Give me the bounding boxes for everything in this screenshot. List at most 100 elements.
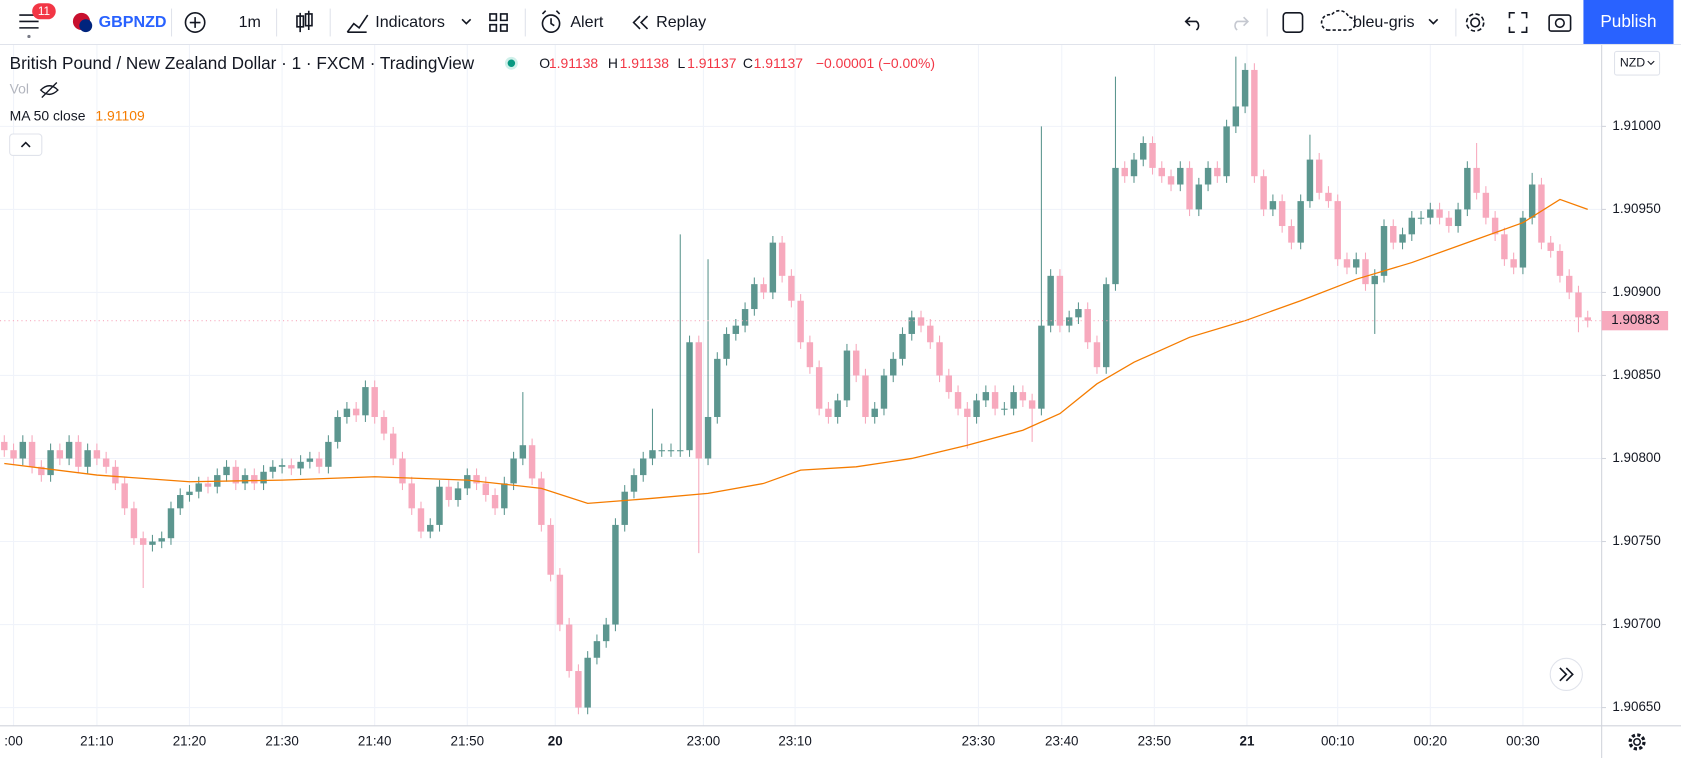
candle-body	[1232, 106, 1240, 127]
candle-body	[973, 400, 980, 417]
symbol-button[interactable]: GBPNZD	[72, 13, 167, 33]
replay-button[interactable]: Replay	[632, 13, 707, 31]
candle-body	[121, 483, 128, 509]
legend: British Pound / New Zealand Dollar · 1 ·…	[9, 53, 935, 156]
candle-body	[491, 495, 499, 509]
candle-body	[464, 475, 471, 489]
candle-body	[306, 458, 314, 462]
axes: 1.90650 1.90700 1.90750 1.90800 1.90850 1.909…	[0, 45, 1681, 758]
chart-type-button[interactable]	[296, 10, 313, 33]
ohlc-value: 1.91137	[754, 55, 804, 71]
candle-body	[1288, 226, 1295, 243]
collapse-legend[interactable]	[9, 133, 43, 156]
menu-button[interactable]: 11	[19, 3, 56, 39]
candle-body	[917, 317, 925, 326]
indicators-label: Indicators	[375, 13, 445, 31]
candle-body	[1038, 325, 1045, 409]
candle-body	[769, 242, 777, 293]
candle-body	[362, 387, 369, 416]
hide-vol[interactable]	[39, 82, 59, 99]
templates-icon	[489, 13, 508, 32]
series	[0, 56, 1602, 715]
compare-button[interactable]	[184, 12, 206, 33]
candle-body	[1223, 126, 1230, 177]
candle-body	[732, 325, 740, 334]
candle-body	[565, 624, 573, 672]
chevron	[1428, 18, 1439, 25]
candle-body	[1102, 284, 1110, 368]
fullscreen-button[interactable]	[1508, 12, 1528, 33]
publish-button[interactable]: Publish	[1583, 0, 1674, 44]
scroll-icon	[1559, 667, 1574, 682]
ohlc-letter: O	[539, 55, 550, 71]
axis-settings[interactable]	[1628, 733, 1646, 751]
replay-label: Replay	[656, 13, 706, 31]
settings-button[interactable]	[1465, 13, 1485, 32]
collapse-icon	[20, 141, 31, 148]
last-price-tag	[1601, 311, 1669, 331]
candle-body	[1399, 234, 1406, 243]
scroll-to-realtime[interactable]	[1549, 657, 1583, 691]
layout-button[interactable]	[1282, 12, 1304, 33]
plus	[189, 17, 201, 28]
candle-body	[640, 458, 647, 476]
indicators-button[interactable]: Indicators	[346, 13, 472, 33]
candle-body	[1325, 192, 1332, 202]
x-tick-label: 23:10	[778, 733, 812, 748]
candle-body	[695, 342, 702, 459]
candle-body	[278, 465, 286, 467]
candle-body	[1158, 167, 1165, 177]
candle-body	[334, 416, 341, 442]
alert-button[interactable]: Alert	[541, 10, 604, 33]
candle-body	[1084, 309, 1091, 343]
candle-body	[139, 538, 147, 545]
y-tick-label: 1.90800	[1612, 450, 1660, 465]
candle-body	[47, 450, 54, 476]
ohlc-letter: H	[608, 55, 618, 71]
candle-body	[862, 375, 869, 417]
interval[interactable]: 1m	[239, 13, 261, 31]
candle-body	[427, 524, 434, 532]
symbol: GBPNZD	[99, 13, 167, 31]
chevron	[461, 18, 472, 25]
x-tick-label: 00:10	[1321, 733, 1355, 748]
cloud-icon	[1320, 9, 1356, 31]
candle-body	[1186, 167, 1193, 210]
candle-body	[75, 441, 82, 467]
candle-body	[1353, 259, 1360, 268]
collapse-bg	[9, 133, 43, 156]
candle-body	[1408, 217, 1416, 235]
x-tick-label: 00:30	[1506, 733, 1540, 748]
candle-body	[1093, 342, 1101, 368]
candle-body	[871, 408, 878, 417]
y-tick-label: 1.90950	[1612, 201, 1660, 216]
candle-body	[1491, 217, 1499, 235]
candle-body	[602, 624, 610, 642]
candle-body	[315, 458, 323, 467]
candle-body	[65, 441, 73, 459]
candle-body	[130, 508, 138, 539]
candle-body	[788, 275, 795, 301]
candle-body	[1538, 184, 1545, 243]
candle-body	[1575, 292, 1582, 318]
candle-body	[1241, 69, 1249, 107]
undo[interactable]	[1184, 16, 1200, 31]
candle-body	[1001, 408, 1008, 410]
y-tick-label: 1.91000	[1612, 118, 1660, 133]
candle-body	[1195, 184, 1203, 210]
x-tick-label: 23:30	[962, 733, 996, 748]
x-tick-label: 21:40	[358, 733, 392, 748]
candle-body	[825, 408, 832, 417]
candle-body	[612, 524, 619, 625]
layout-select[interactable]: bleu-gris	[1320, 9, 1439, 31]
candle-body	[1315, 159, 1323, 193]
currency-button[interactable]: NZD	[1613, 50, 1661, 76]
templates-button[interactable]	[489, 13, 508, 32]
candle-body	[797, 300, 804, 343]
snapshot-button[interactable]	[1548, 14, 1572, 32]
candle-body	[241, 475, 249, 484]
candle-body	[1306, 159, 1314, 202]
gear-hub	[1470, 17, 1481, 28]
candle-body	[1510, 259, 1517, 268]
redo[interactable]	[1234, 16, 1250, 31]
